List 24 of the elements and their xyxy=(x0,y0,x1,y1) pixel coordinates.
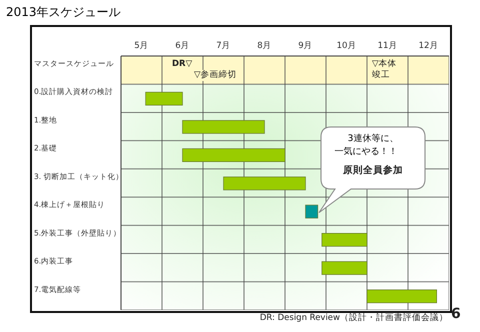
annotation: DR▽ xyxy=(172,59,192,70)
annotation: ▽本体竣工 xyxy=(372,59,399,81)
x-tick-label: 10月 xyxy=(336,41,356,51)
x-tick-label: 6月 xyxy=(175,41,190,51)
chart-title: 2013年スケジュール xyxy=(6,4,121,21)
annotation: 3連休等に、一気にやる！！ xyxy=(334,133,400,159)
bar xyxy=(322,233,368,247)
bar xyxy=(182,120,265,134)
bar xyxy=(223,176,306,190)
bar xyxy=(322,261,368,275)
text: DR: Design Review（設計・計画書評価会議） xyxy=(260,313,448,324)
x-tick-label: 11月 xyxy=(378,41,398,51)
x-tick-label: 12月 xyxy=(418,41,438,51)
annotation: 原則全員参加 xyxy=(342,165,404,176)
bar xyxy=(182,148,286,162)
bar xyxy=(145,92,183,106)
text: 6 xyxy=(451,306,461,322)
x-tick-label: 7月 xyxy=(216,41,231,51)
bar xyxy=(305,204,318,218)
bar xyxy=(366,289,437,304)
x-tick-label: 5月 xyxy=(134,41,149,51)
x-tick-label: 9月 xyxy=(298,41,313,51)
x-tick-label: 8月 xyxy=(257,41,272,51)
annotation: ▽参画締切 xyxy=(194,70,237,81)
